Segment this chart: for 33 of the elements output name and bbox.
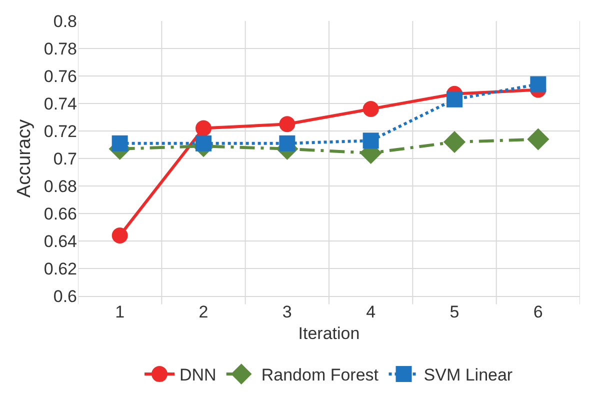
point — [530, 76, 546, 92]
y-tick-label: 0.66 — [44, 204, 77, 224]
y-tick-label: 0.6 — [53, 286, 77, 306]
point — [112, 135, 128, 152]
legend-label: DNN — [180, 366, 216, 385]
y-tick-label: 0.68 — [44, 176, 77, 196]
x-axis-title: Iteration — [298, 324, 360, 343]
y-axis-title: Accuracy — [14, 118, 35, 198]
legend-label: Random Forest — [261, 366, 379, 385]
y-tick-label: 0.72 — [44, 122, 77, 141]
x-tick-label: 3 — [282, 302, 292, 322]
y-tick-label: 0.62 — [44, 259, 77, 278]
y-tick-label: 0.8 — [53, 12, 77, 31]
point — [196, 120, 212, 136]
point — [527, 128, 550, 150]
y-tick-label: 0.76 — [44, 66, 77, 86]
x-tick-label: 1 — [115, 302, 125, 322]
point — [362, 101, 379, 117]
x-tick-label: 2 — [198, 302, 208, 322]
legend-label: SVM Linear — [424, 366, 513, 385]
y-tick-label: 0.7 — [53, 149, 77, 168]
point — [446, 91, 462, 108]
x-tick-label: 5 — [450, 302, 460, 322]
y-tick-label: 0.78 — [44, 39, 77, 58]
point — [279, 135, 296, 152]
point — [443, 130, 466, 154]
point — [112, 228, 128, 244]
x-tick-label: 6 — [533, 302, 543, 322]
x-tick-label: 4 — [366, 302, 376, 322]
point — [362, 132, 379, 149]
y-tick-label: 0.64 — [44, 232, 77, 251]
y-tick-label: 0.74 — [44, 94, 77, 114]
point — [279, 116, 296, 132]
